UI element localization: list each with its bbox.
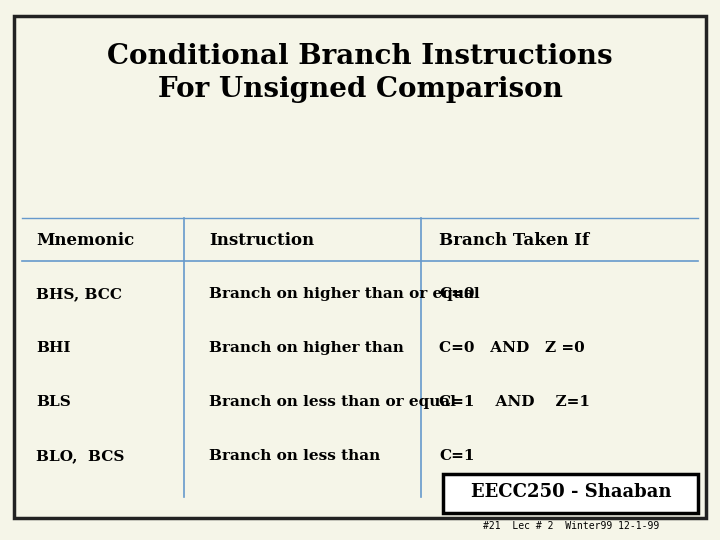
Text: Conditional Branch Instructions: Conditional Branch Instructions	[107, 43, 613, 70]
Text: #21  Lec # 2  Winter99 12-1-99: #21 Lec # 2 Winter99 12-1-99	[483, 521, 659, 531]
Text: Instruction: Instruction	[209, 232, 314, 249]
FancyBboxPatch shape	[14, 16, 706, 518]
Text: C=0   AND   Z =0: C=0 AND Z =0	[439, 341, 585, 355]
Text: For Unsigned Comparison: For Unsigned Comparison	[158, 76, 562, 103]
Text: Branch on higher than: Branch on higher than	[209, 341, 404, 355]
FancyBboxPatch shape	[443, 474, 698, 513]
Text: BHI: BHI	[36, 341, 71, 355]
Text: Branch on higher than or equal: Branch on higher than or equal	[209, 287, 480, 301]
Text: Branch Taken If: Branch Taken If	[439, 232, 590, 249]
Text: C=1: C=1	[439, 449, 474, 463]
Text: C=1    AND    Z=1: C=1 AND Z=1	[439, 395, 590, 409]
Text: C=0: C=0	[439, 287, 474, 301]
Text: Branch on less than or equal: Branch on less than or equal	[209, 395, 456, 409]
Text: Branch on less than: Branch on less than	[209, 449, 380, 463]
Text: Mnemonic: Mnemonic	[36, 232, 134, 249]
Text: EECC250 - Shaaban: EECC250 - Shaaban	[471, 483, 671, 502]
Text: BLS: BLS	[36, 395, 71, 409]
Text: BLO,  BCS: BLO, BCS	[36, 449, 125, 463]
Text: BHS, BCC: BHS, BCC	[36, 287, 122, 301]
